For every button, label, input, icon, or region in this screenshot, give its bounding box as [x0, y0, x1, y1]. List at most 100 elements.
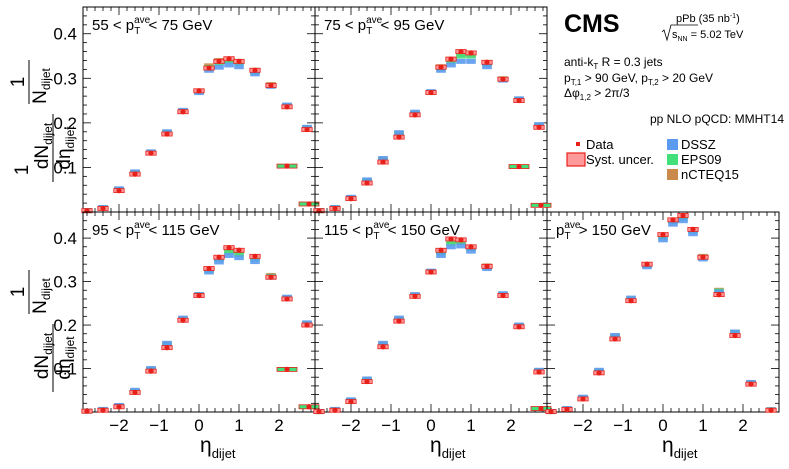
data-point	[226, 56, 232, 62]
data-point	[690, 226, 696, 232]
dssz-band	[250, 259, 260, 265]
cut-line2b-rest: > 20 GeV	[659, 71, 713, 85]
data-point	[628, 298, 634, 304]
dssz-band	[534, 122, 544, 128]
panel-3: 0.1 0.2 0.3 0.4 −2 −1 0 1 2 95 < pave T < 115 GeV	[53, 211, 320, 435]
dssz-band	[362, 376, 372, 382]
data-point	[716, 292, 722, 298]
x-tick-label: 1	[698, 416, 707, 435]
dssz-band	[224, 62, 234, 68]
panel-title-prefix: 95 < p	[92, 222, 134, 239]
dssz-band	[466, 248, 476, 254]
dssz-band	[446, 244, 456, 250]
panel-frame	[82, 6, 316, 213]
panel-title-sub: T	[134, 26, 140, 37]
dssz-band	[234, 64, 244, 70]
data-point	[348, 196, 354, 202]
y-label-deta: dη	[54, 148, 75, 169]
dssz-band	[378, 156, 388, 162]
data-point	[548, 408, 554, 415]
cut-line2b-sub: T,2	[648, 78, 659, 87]
panel-title-prefix: 115 < p	[324, 222, 373, 239]
data-point	[252, 67, 258, 73]
y-tick-label: 0.1	[53, 158, 77, 177]
y-tick-label: 0.4	[53, 229, 77, 248]
data-point	[164, 345, 170, 351]
svg-text:anti-kT R = 0.3 jets: anti-kT R = 0.3 jets	[564, 55, 663, 71]
svg-text:sNN = 5.02 TeV: sNN = 5.02 TeV	[672, 29, 744, 43]
sqrt-sub: NN	[678, 36, 688, 43]
data-point	[180, 317, 186, 323]
panel-frame	[314, 211, 548, 413]
x-tick-label: −1	[381, 416, 400, 435]
y-axis-label-top: 1	[12, 165, 33, 176]
collision-close: )	[736, 13, 740, 25]
data-point	[484, 59, 490, 65]
dssz-band	[410, 109, 420, 115]
x-tick-label: −2	[341, 416, 360, 435]
data-point	[468, 244, 474, 250]
panel-frame	[314, 6, 548, 213]
cut-line2a-sub: T,1	[571, 78, 582, 87]
data-point	[596, 370, 602, 376]
data-point	[236, 58, 242, 64]
x-tick-label: −2	[109, 416, 128, 435]
panel-title-range: < 75 GeV	[144, 17, 212, 34]
data-point	[196, 88, 202, 94]
legend-syst-label: Syst. uncer.	[586, 152, 654, 167]
legend-dssz-swatch	[667, 139, 678, 150]
data-point	[412, 112, 418, 118]
legend: Data Syst. uncer. DSSZ EPS09 nCTEQ15	[566, 137, 739, 182]
y-label-deta-sub: dijet	[63, 336, 77, 359]
tail-data-point	[284, 163, 290, 169]
x-tick-label: 0	[194, 416, 203, 435]
data-point	[132, 389, 138, 396]
cut-line1-rest: R = 0.3 jets	[598, 55, 662, 69]
x-tick-label: −1	[613, 416, 632, 435]
data-point	[196, 292, 202, 299]
y-label-dn-sub: dijet	[41, 122, 55, 145]
panel-title-sub: T	[564, 231, 570, 242]
y-label-deta-sub: dijet	[63, 126, 77, 149]
data-point	[536, 369, 542, 375]
y-label-numerator: dNdijet	[32, 332, 55, 379]
panel-title: 75 < pave T < 95 GeV	[324, 15, 444, 37]
x-axis-label-1: ηdijet	[200, 434, 236, 461]
data-point	[670, 217, 676, 223]
data-point	[252, 253, 258, 259]
x-tick-label: 2	[274, 416, 283, 435]
data-point	[116, 404, 122, 410]
dssz-band	[688, 231, 698, 237]
data-point	[428, 269, 434, 275]
tail-data-point	[306, 404, 312, 410]
data-point	[364, 180, 370, 186]
tail-data-point	[538, 202, 544, 208]
dssz-band	[642, 264, 652, 270]
dssz-band	[146, 366, 156, 372]
data-point	[564, 406, 570, 412]
data-point	[732, 332, 738, 339]
y-label-n: N	[30, 300, 51, 314]
data-point	[500, 292, 506, 299]
x-tick-label: 1	[234, 416, 243, 435]
panel-title: 55 < pave T < 75 GeV	[92, 15, 212, 37]
dssz-band	[394, 130, 404, 136]
x-tick-label: −1	[149, 416, 168, 435]
dssz-band	[658, 237, 668, 243]
y-label-ndijet: Ndijet	[30, 277, 53, 313]
data-point	[448, 56, 454, 62]
x-tick-label: −2	[573, 416, 592, 435]
data-point	[348, 398, 354, 405]
dssz-band	[162, 340, 172, 346]
panel-title-sub: T	[373, 231, 379, 242]
data-point	[332, 205, 338, 212]
data-point	[412, 293, 418, 299]
data-point	[148, 150, 154, 156]
data-point	[148, 368, 154, 374]
data-point	[612, 336, 618, 342]
cut-line2a-rest: > 90 GeV, p	[581, 71, 648, 85]
legend-syst-box	[566, 152, 586, 167]
